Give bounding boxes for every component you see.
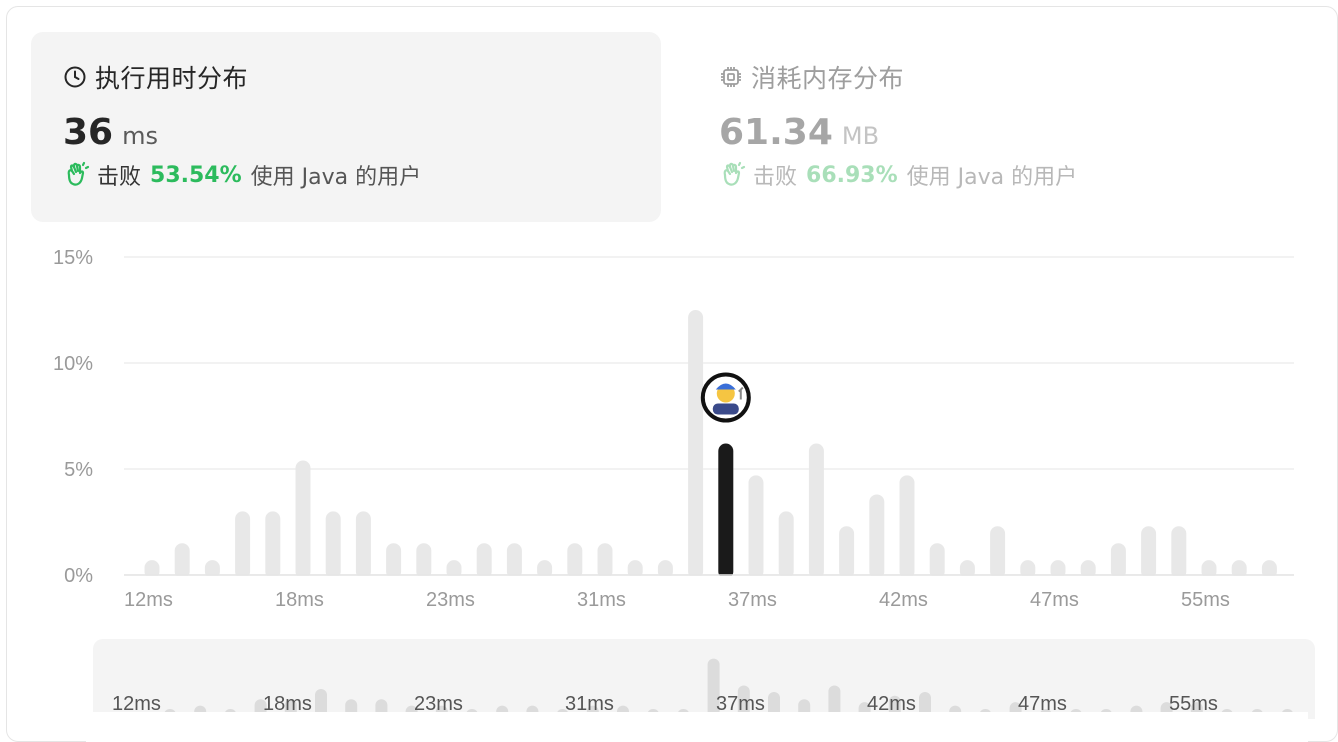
runtime-panel[interactable]: 执行用时分布 36 ms 击败 53.54% 使用 Java (31, 32, 661, 222)
runtime-value-row: 36 ms (63, 112, 629, 153)
submission-detail-card: 执行用时分布 36 ms 击败 53.54% 使用 Java (6, 6, 1338, 742)
memory-beats-prefix: 击败 (753, 165, 798, 190)
memory-unit: MB (841, 122, 880, 150)
runtime-title: 执行用时分布 (95, 64, 249, 93)
clap-icon (63, 161, 91, 189)
chip-icon (719, 65, 743, 89)
runtime-beats-prefix: 击败 (97, 165, 142, 190)
memory-beats-row: 击败 66.93% 使用 Java 的用户 (719, 159, 1285, 191)
clap-icon (719, 161, 747, 189)
runtime-header: 执行用时分布 (63, 62, 629, 93)
overview-brush[interactable] (93, 639, 1315, 719)
runtime-unit: ms (122, 122, 158, 150)
memory-beats-percent: 66.93% (806, 162, 898, 188)
memory-title: 消耗内存分布 (751, 64, 905, 93)
runtime-beats-row: 击败 53.54% 使用 Java 的用户 (63, 159, 629, 191)
memory-header: 消耗内存分布 (719, 62, 1285, 93)
runtime-beats-percent: 53.54% (150, 162, 242, 188)
runtime-beats-suffix: 使用 Java 的用户 (250, 165, 422, 190)
memory-panel[interactable]: 消耗内存分布 61.34 MB 击败 66.93% 使用 Ja (687, 32, 1317, 222)
memory-beats-suffix: 使用 Java 的用户 (906, 165, 1078, 190)
memory-value: 61.34 (719, 112, 833, 153)
clock-icon (63, 65, 87, 89)
runtime-value: 36 (63, 112, 114, 153)
memory-value-row: 61.34 MB (719, 112, 1285, 153)
